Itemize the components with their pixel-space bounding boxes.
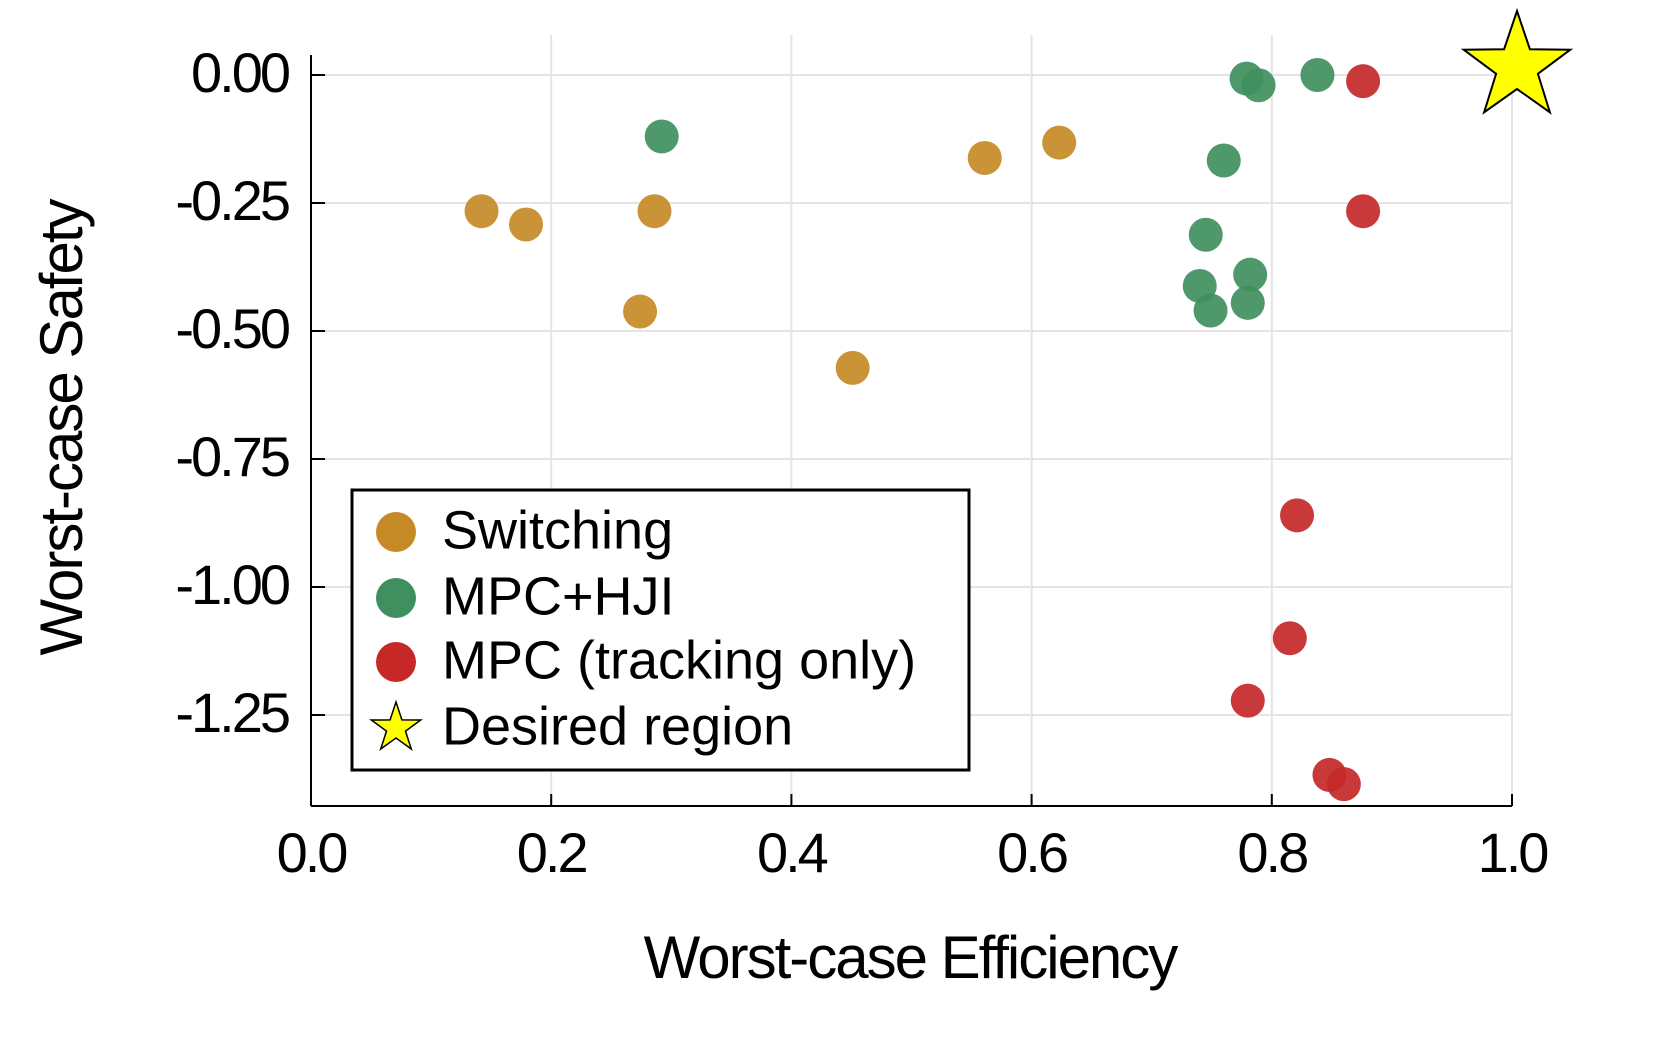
y-tick-label: -0.25 — [175, 169, 288, 232]
x-tick-label: 1.0 — [1478, 821, 1548, 884]
legend-swatch-desired-region — [369, 699, 423, 751]
point-switching — [464, 194, 499, 229]
point-switching — [623, 294, 658, 329]
x-tick-label: 0.2 — [517, 821, 587, 884]
point-mpc-hji — [1206, 143, 1241, 178]
point-mpc-tracking-only — [1326, 767, 1361, 802]
legend-label-mpc-tracking-only: MPC (tracking only) — [442, 630, 916, 690]
point-mpc-hji — [1241, 68, 1276, 103]
y-tick-label: -1.25 — [175, 681, 288, 744]
point-mpc-tracking-only — [1230, 683, 1265, 718]
point-switching — [637, 194, 672, 229]
x-tick-label: 0.6 — [997, 821, 1067, 884]
point-mpc-hji — [1230, 285, 1265, 320]
point-switching — [508, 207, 543, 242]
point-switching — [1042, 125, 1077, 160]
x-tick-label: 0.8 — [1237, 821, 1307, 884]
y-axis-label: Worst-case Safety — [28, 198, 95, 655]
legend-label-desired-region: Desired region — [442, 696, 793, 756]
legend-label-switching: Switching — [442, 500, 673, 560]
point-switching — [967, 140, 1002, 175]
point-mpc-hji — [1300, 58, 1335, 92]
point-switching — [835, 350, 870, 385]
point-mpc-hji — [644, 119, 679, 154]
y-tick-label: -0.75 — [175, 425, 288, 488]
legend-swatch-mpc-tracking-only — [376, 642, 416, 682]
x-axis-label: Worst-case Efficiency — [644, 924, 1179, 991]
point-mpc-tracking-only — [1280, 498, 1315, 533]
point-mpc-tracking-only — [1346, 64, 1381, 99]
axis-labels: Worst-case Efficiency Worst-case Safety — [28, 198, 1180, 991]
data-points — [464, 7, 1574, 802]
legend-swatch-switching — [376, 512, 416, 552]
legend-box — [350, 488, 971, 772]
legend-label-mpc-hji: MPC+HJI — [442, 566, 675, 626]
point-mpc-tracking-only — [1272, 621, 1307, 656]
x-tick-label: 0.0 — [277, 821, 347, 884]
point-mpc-hji — [1193, 293, 1228, 328]
x-tick-label: 0.4 — [757, 821, 828, 884]
y-tick-label: -1.00 — [175, 553, 288, 616]
axes: 0.0 0.2 0.4 0.6 0.8 1.0 0.00 -0.25 -0.50 -0.75 -1.… — [175, 41, 1550, 884]
point-mpc-tracking-only — [1346, 194, 1381, 229]
y-tick-label: 0.00 — [191, 41, 289, 104]
legend-swatch-mpc-hji — [376, 578, 416, 618]
y-tick-label: -0.50 — [175, 297, 288, 360]
point-mpc-hji — [1233, 257, 1268, 292]
point-desired-region — [1460, 7, 1574, 115]
point-mpc-hji — [1188, 217, 1223, 252]
